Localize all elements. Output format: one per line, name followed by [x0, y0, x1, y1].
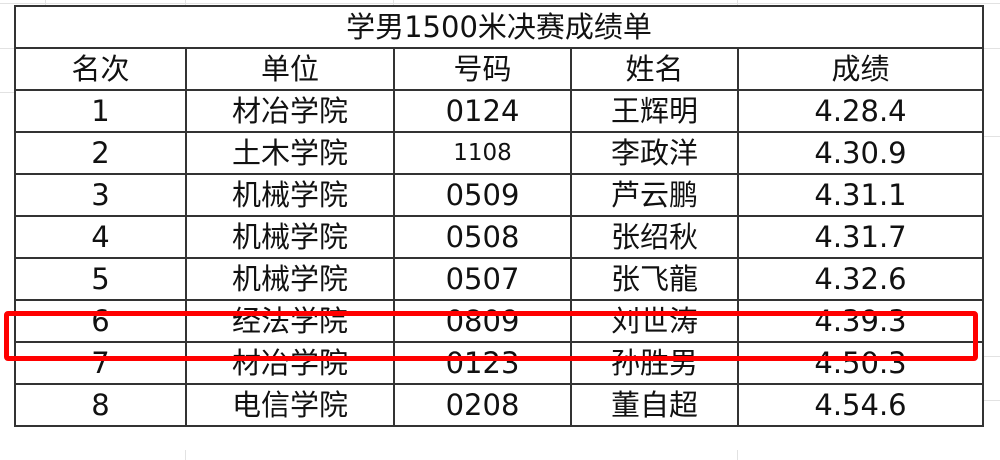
- cell-unit[interactable]: 材冶学院: [185, 89, 395, 133]
- cell-rank[interactable]: 3: [14, 173, 187, 217]
- cell-result[interactable]: 4.30.9: [737, 131, 984, 175]
- cell-result[interactable]: 4.31.1: [737, 173, 984, 217]
- cell-unit[interactable]: 材冶学院: [185, 341, 395, 385]
- cell-unit[interactable]: 经法学院: [185, 299, 395, 343]
- sheet-gridline: [982, 136, 1000, 137]
- sheet-gridline: [393, 0, 394, 5]
- cell-rank[interactable]: 4: [14, 215, 187, 259]
- sheet-gridline: [185, 450, 186, 460]
- title-row: 学男1500米决赛成绩单: [14, 5, 984, 49]
- table-row: 2 土木学院 1108 李政洋 4.30.9: [14, 131, 984, 175]
- header-cell-unit[interactable]: 单位: [185, 47, 395, 91]
- table-row: 3 机械学院 0509 芦云鹏 4.31.1: [14, 173, 984, 217]
- cell-name[interactable]: 孙胜男: [570, 341, 739, 385]
- table-row: 5 机械学院 0507 张飞龍 4.32.6: [14, 257, 984, 301]
- cell-result[interactable]: 4.31.7: [737, 215, 984, 259]
- table-row: 7 材冶学院 0123 孙胜男 4.50.3: [14, 341, 984, 385]
- sheet-gridline: [0, 3, 1000, 4]
- cell-unit[interactable]: 机械学院: [185, 257, 395, 301]
- sheet-gridline: [737, 450, 738, 460]
- header-cell-rank[interactable]: 名次: [14, 47, 187, 91]
- cell-rank[interactable]: 6: [14, 299, 187, 343]
- sheet-gridline: [737, 0, 738, 5]
- results-table: 学男1500米决赛成绩单 名次 单位 号码 姓名 成绩 1 材冶学院 0124 王辉明…: [14, 5, 984, 427]
- cell-rank[interactable]: 8: [14, 383, 187, 427]
- sheet-gridline: [45, 0, 46, 5]
- header-cell-result[interactable]: 成绩: [737, 47, 984, 91]
- table-title[interactable]: 学男1500米决赛成绩单: [14, 5, 984, 49]
- cell-unit[interactable]: 机械学院: [185, 173, 395, 217]
- sheet-gridline: [982, 400, 1000, 401]
- table-row: 8 电信学院 0208 董自超 4.54.6: [14, 383, 984, 427]
- cell-name[interactable]: 芦云鹏: [570, 173, 739, 217]
- cell-name[interactable]: 刘世涛: [570, 299, 739, 343]
- header-cell-name[interactable]: 姓名: [570, 47, 739, 91]
- cell-result[interactable]: 4.28.4: [737, 89, 984, 133]
- cell-number[interactable]: 0208: [393, 383, 572, 427]
- cell-name[interactable]: 张飞龍: [570, 257, 739, 301]
- cell-rank[interactable]: 1: [14, 89, 187, 133]
- cell-number[interactable]: 0809: [393, 299, 572, 343]
- cell-result[interactable]: 4.39.3: [737, 299, 984, 343]
- cell-unit[interactable]: 电信学院: [185, 383, 395, 427]
- table-row: 1 材冶学院 0124 王辉明 4.28.4: [14, 89, 984, 133]
- cell-number[interactable]: 0124: [393, 89, 572, 133]
- cell-rank[interactable]: 5: [14, 257, 187, 301]
- cell-number[interactable]: 0509: [393, 173, 572, 217]
- cell-name[interactable]: 董自超: [570, 383, 739, 427]
- cell-number[interactable]: 0123: [393, 341, 572, 385]
- cell-name[interactable]: 王辉明: [570, 89, 739, 133]
- cell-unit[interactable]: 机械学院: [185, 215, 395, 259]
- header-row: 名次 单位 号码 姓名 成绩: [14, 47, 984, 91]
- sheet-gridline: [0, 92, 14, 93]
- table-row: 6 经法学院 0809 刘世涛 4.39.3: [14, 299, 984, 343]
- cell-name[interactable]: 张绍秋: [570, 215, 739, 259]
- cell-result[interactable]: 4.32.6: [737, 257, 984, 301]
- sheet-gridline: [185, 0, 186, 5]
- cell-rank[interactable]: 7: [14, 341, 187, 385]
- table-row: 4 机械学院 0508 张绍秋 4.31.7: [14, 215, 984, 259]
- cell-name[interactable]: 李政洋: [570, 131, 739, 175]
- cell-result[interactable]: 4.54.6: [737, 383, 984, 427]
- cell-number[interactable]: 0508: [393, 215, 572, 259]
- sheet-gridline: [982, 48, 1000, 49]
- header-cell-number[interactable]: 号码: [393, 47, 572, 91]
- sheet-gridline: [982, 356, 1000, 357]
- cell-number[interactable]: 0507: [393, 257, 572, 301]
- sheet-gridline: [0, 48, 14, 49]
- cell-unit[interactable]: 土木学院: [185, 131, 395, 175]
- cell-number[interactable]: 1108: [393, 131, 572, 175]
- cell-result[interactable]: 4.50.3: [737, 341, 984, 385]
- cell-rank[interactable]: 2: [14, 131, 187, 175]
